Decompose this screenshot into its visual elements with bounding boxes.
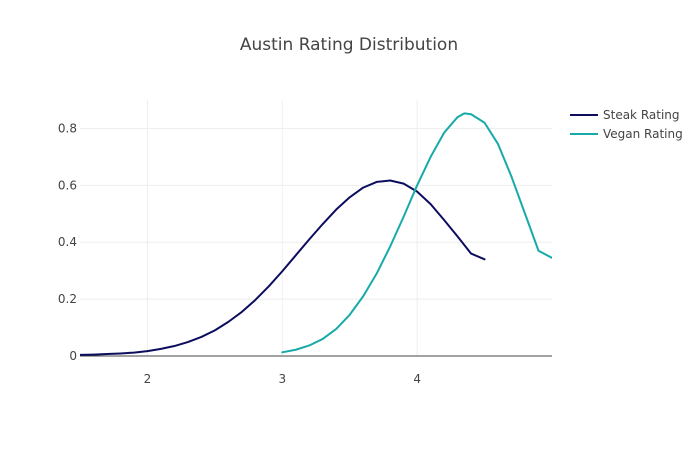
y-tick-label: 0.2 (58, 292, 77, 306)
x-tick-label: 4 (413, 372, 421, 386)
legend-item-vegan-rating[interactable]: Vegan Rating (570, 127, 683, 141)
series-line-steak-rating (80, 179, 486, 356)
series-line-vegan-rating (281, 112, 552, 354)
axes: 2 3 4 0 0.2 0.4 0.6 0.8 (58, 121, 552, 386)
chart-title: Austin Rating Distribution (240, 35, 458, 55)
legend[interactable]: Steak Rating Vegan Rating (570, 108, 683, 141)
y-tick-label: 0.4 (58, 235, 77, 249)
legend-item-steak-rating[interactable]: Steak Rating (570, 108, 680, 122)
y-tick-label: 0.8 (58, 121, 77, 135)
y-tick-label: 0.6 (58, 178, 77, 192)
grid-lines (80, 100, 552, 356)
legend-label: Vegan Rating (603, 127, 683, 141)
series-lines (80, 112, 552, 356)
x-tick-label: 2 (144, 372, 152, 386)
y-tick-label: 0 (69, 349, 77, 363)
legend-label: Steak Rating (603, 108, 680, 122)
x-tick-label: 3 (278, 372, 286, 386)
